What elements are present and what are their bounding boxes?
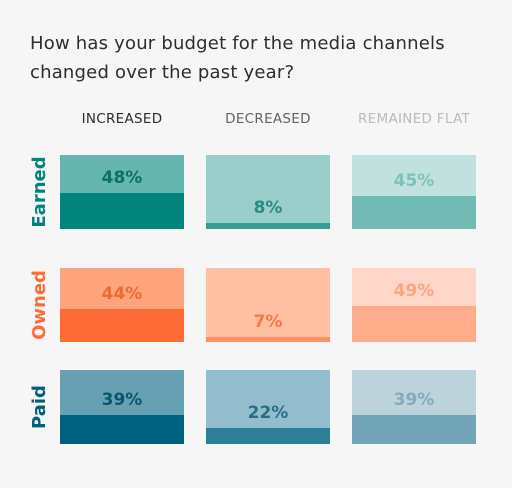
value-label: 8% [253, 198, 283, 218]
value-label: 39% [393, 390, 435, 410]
value-bar [60, 415, 184, 444]
value-bar [60, 309, 184, 342]
value-label: 48% [101, 168, 143, 188]
cell-paid-increased: 39% [60, 370, 184, 444]
value-bar [60, 193, 184, 229]
cell-earned-decreased: 8% [206, 155, 330, 229]
value-bar [206, 223, 330, 229]
value-label: 22% [247, 403, 289, 423]
column-header-decreased: DECREASED [225, 111, 311, 127]
cell-owned-decreased: 7% [206, 268, 330, 342]
cell-earned-increased: 48% [60, 155, 184, 229]
value-label: 39% [101, 390, 143, 410]
value-label: 45% [393, 171, 435, 191]
row-label-paid: Paid [29, 385, 50, 429]
value-bar [206, 337, 330, 342]
column-header-remained-flat: REMAINED FLAT [357, 111, 471, 127]
cell-paid-remained-flat: 39% [352, 370, 476, 444]
cell-paid-decreased: 22% [206, 370, 330, 444]
cell-owned-remained-flat: 49% [352, 268, 476, 342]
value-bar [352, 306, 476, 342]
value-bar [206, 428, 330, 444]
column-header-increased: INCREASED [81, 111, 163, 127]
value-label: 49% [393, 281, 435, 301]
value-label: 7% [253, 312, 283, 332]
row-label-earned: Earned [29, 156, 50, 228]
value-bar [352, 415, 476, 444]
cell-owned-increased: 44% [60, 268, 184, 342]
value-bar [352, 196, 476, 229]
chart-title: How has your budget for the media channe… [30, 33, 445, 83]
cell-earned-remained-flat: 45% [352, 155, 476, 229]
value-label: 44% [101, 284, 143, 304]
